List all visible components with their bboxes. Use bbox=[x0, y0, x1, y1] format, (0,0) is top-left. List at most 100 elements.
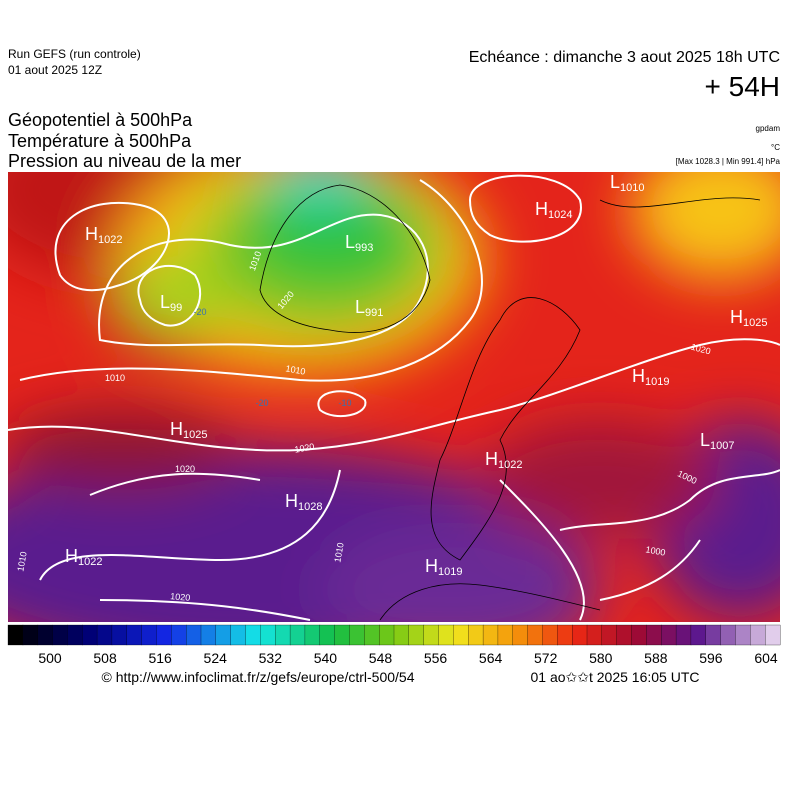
pressure-center: L99 bbox=[160, 292, 182, 314]
colorbar-swatch bbox=[735, 624, 751, 646]
center-value: 1025 bbox=[183, 429, 207, 441]
colorbar-tick-label: 524 bbox=[204, 650, 228, 666]
isobars bbox=[8, 174, 780, 621]
colorbar-swatch bbox=[52, 624, 68, 646]
colorbar-swatch bbox=[141, 624, 157, 646]
title: Pression au niveau de la mer bbox=[8, 151, 241, 171]
center-kind: L bbox=[700, 430, 710, 450]
center-value: 1025 bbox=[743, 317, 767, 329]
center-kind: L bbox=[160, 292, 170, 312]
colorbar-swatch bbox=[675, 624, 692, 646]
temperature-label: -10 bbox=[338, 398, 351, 408]
colorbar-swatch bbox=[646, 624, 662, 646]
colorbar-swatch bbox=[661, 624, 677, 646]
isobar-label: 1020 bbox=[294, 441, 315, 454]
colorbar-swatch bbox=[289, 624, 306, 646]
center-value: 1028 bbox=[298, 501, 322, 513]
pressure-center: L991 bbox=[355, 297, 383, 319]
pressure-center: H1028 bbox=[285, 491, 322, 513]
temperature-label: -20 bbox=[193, 307, 206, 317]
colorbar-swatch bbox=[482, 624, 499, 646]
colorbar-tick-label: 548 bbox=[369, 650, 393, 666]
center-kind: L bbox=[610, 172, 620, 192]
center-value: 991 bbox=[365, 307, 383, 319]
colorbar-tick-label: 508 bbox=[93, 650, 117, 666]
colorbar-tick-label: 588 bbox=[644, 650, 668, 666]
colorbar-swatch bbox=[22, 624, 39, 646]
colorbar-swatch bbox=[245, 624, 261, 646]
colorbar-swatch bbox=[542, 624, 558, 646]
colorbar-swatch bbox=[720, 624, 736, 646]
colorbar-swatch bbox=[705, 624, 722, 646]
coastlines bbox=[259, 184, 761, 621]
colorbar-swatch bbox=[126, 624, 143, 646]
colorbar-tick-label: 532 bbox=[259, 650, 283, 666]
center-value: 1022 bbox=[98, 234, 122, 246]
pressure-center: H1025 bbox=[170, 419, 207, 441]
map bbox=[8, 172, 780, 622]
pressure-center: L1007 bbox=[700, 430, 735, 452]
temperature-label: -20 bbox=[255, 398, 268, 408]
unit: gpdam bbox=[756, 124, 781, 133]
isobar-label: 1010 bbox=[285, 363, 306, 376]
center-value: 1022 bbox=[498, 459, 522, 471]
center-value: 1007 bbox=[710, 440, 734, 452]
pressure-center: H1024 bbox=[535, 199, 572, 221]
run-date: 01 aout 2025 12Z bbox=[8, 63, 102, 77]
colorbar-tick-label: 596 bbox=[699, 650, 723, 666]
isobar-label: 1010 bbox=[332, 542, 345, 563]
colorbar-swatch bbox=[572, 624, 588, 646]
pressure-center: H1022 bbox=[65, 546, 102, 568]
colorbar-swatch bbox=[616, 624, 632, 646]
center-kind: H bbox=[730, 307, 743, 327]
title: Géopotentiel à 500hPa bbox=[8, 110, 193, 130]
colorbar-swatch bbox=[512, 624, 529, 646]
pressure-center: L993 bbox=[345, 232, 373, 254]
unit: [Max 1028.3 | Min 991.4] hPa bbox=[676, 157, 781, 166]
isobar-label: 1010 bbox=[15, 551, 28, 572]
pressure-center: H1025 bbox=[730, 307, 767, 329]
colorbar-swatch bbox=[349, 624, 365, 646]
colorbar-swatch bbox=[364, 624, 380, 646]
colorbar-tick-label: 556 bbox=[424, 650, 448, 666]
center-value: 99 bbox=[170, 302, 182, 314]
colorbar-swatch bbox=[275, 624, 291, 646]
colorbar-swatch bbox=[438, 624, 454, 646]
colorbar-swatch bbox=[631, 624, 647, 646]
colorbar-tick-label: 572 bbox=[534, 650, 558, 666]
colorbar-swatch bbox=[468, 624, 484, 646]
center-kind: H bbox=[485, 449, 498, 469]
center-kind: H bbox=[285, 491, 298, 511]
colorbar-tick-label: 540 bbox=[314, 650, 338, 666]
center-kind: H bbox=[535, 199, 548, 219]
colorbar-swatch bbox=[750, 624, 766, 646]
center-kind: H bbox=[425, 556, 438, 576]
colorbar-swatch bbox=[304, 624, 321, 646]
colorbar-swatch bbox=[260, 624, 276, 646]
center-value: 993 bbox=[355, 242, 373, 254]
colorbar-swatch bbox=[171, 624, 187, 646]
colorbar-swatch bbox=[156, 624, 172, 646]
colorbar-tick-label: 604 bbox=[754, 650, 778, 666]
colorbar-tick-label: 500 bbox=[38, 650, 62, 666]
pressure-center: H1019 bbox=[632, 366, 669, 388]
colorbar-swatch bbox=[334, 624, 350, 646]
pressure-center: H1022 bbox=[85, 224, 122, 246]
colorbar-swatch bbox=[527, 624, 543, 646]
colorbar-swatch bbox=[379, 624, 395, 646]
colorbar-swatch bbox=[111, 624, 128, 646]
colorbar-swatch bbox=[557, 624, 573, 646]
colorbar-swatch bbox=[408, 624, 425, 646]
isobar-label: 1010 bbox=[105, 373, 125, 383]
center-kind: L bbox=[345, 232, 355, 252]
center-value: 1024 bbox=[548, 209, 572, 221]
isobar-label: 1020 bbox=[175, 464, 195, 474]
colorbar-tick-label: 580 bbox=[589, 650, 613, 666]
colorbar-swatch bbox=[319, 624, 336, 646]
center-kind: H bbox=[65, 546, 78, 566]
colorbar-swatch bbox=[230, 624, 246, 646]
colorbar-swatch bbox=[82, 624, 98, 646]
source-url: © http://www.infoclimat.fr/z/gefs/europe… bbox=[101, 669, 414, 685]
center-kind: H bbox=[632, 366, 645, 386]
